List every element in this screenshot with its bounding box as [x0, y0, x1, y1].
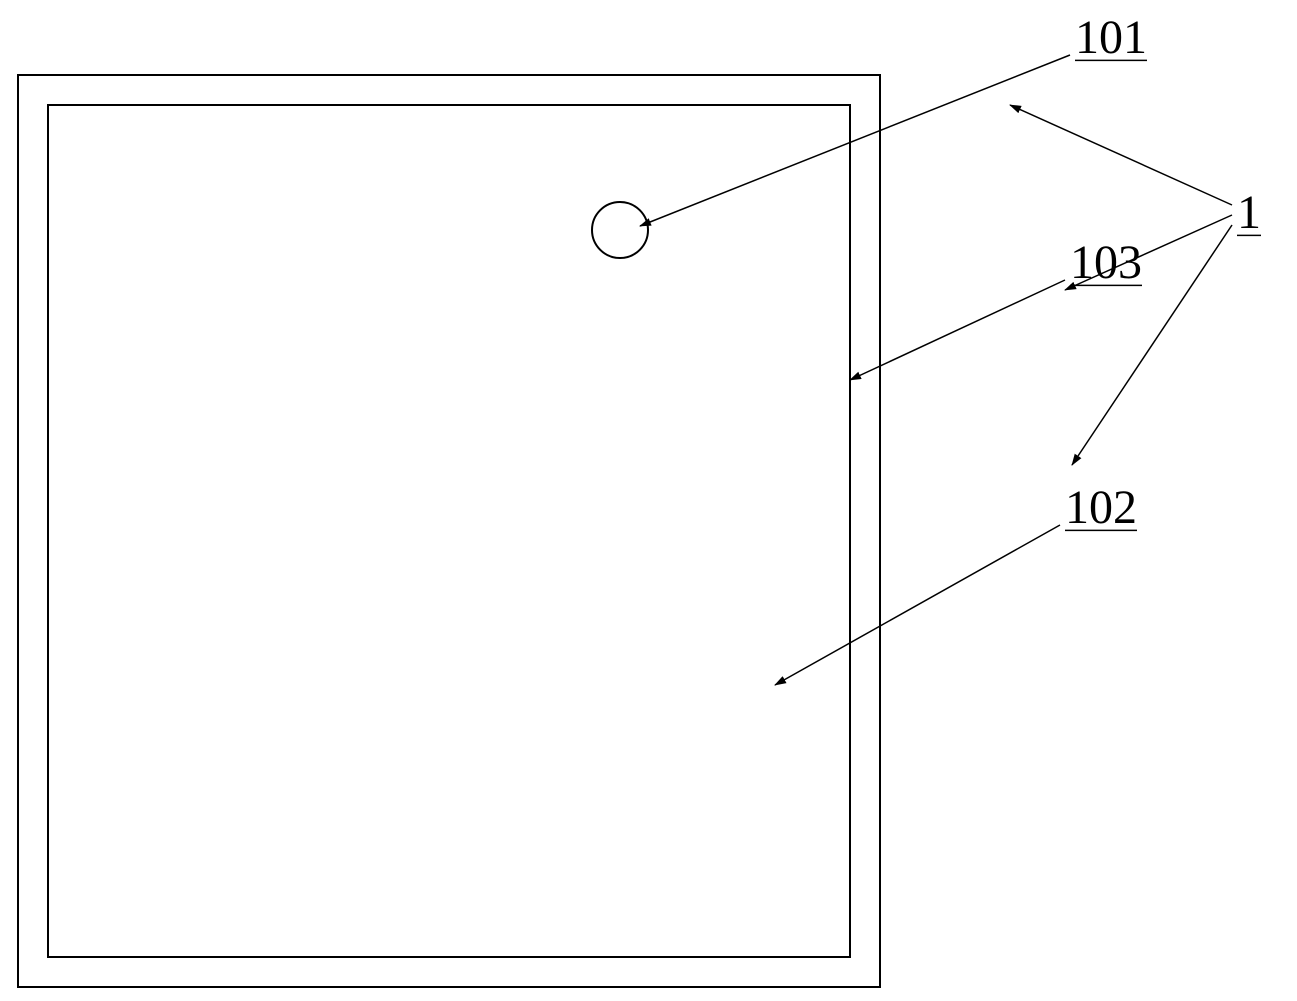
inner-rect — [48, 105, 850, 957]
label-1: 1 — [1237, 185, 1261, 240]
leader-line-2 — [775, 525, 1060, 685]
leader-line-3 — [1010, 105, 1232, 205]
leader-line-1 — [850, 280, 1065, 380]
outer-rect — [18, 75, 880, 987]
leader-line-0 — [640, 55, 1070, 226]
label-101: 101 — [1075, 10, 1147, 65]
small-circle — [592, 202, 648, 258]
label-102: 102 — [1065, 480, 1137, 535]
label-103: 103 — [1070, 235, 1142, 290]
label-underlines — [1065, 60, 1261, 530]
leader-lines — [640, 55, 1232, 685]
